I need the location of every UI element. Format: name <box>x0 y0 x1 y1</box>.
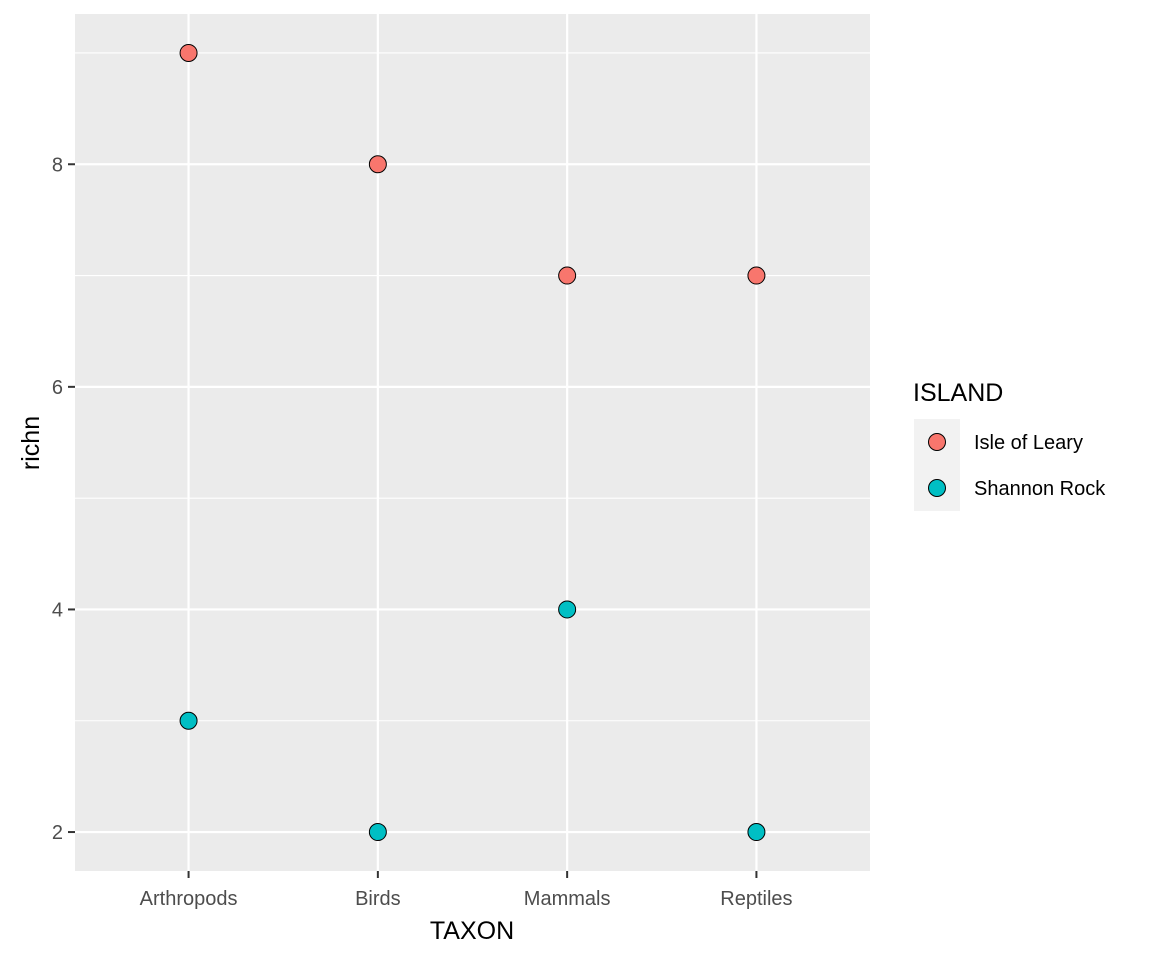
x-tick-label: Birds <box>355 888 401 910</box>
data-point <box>368 823 387 842</box>
data-point <box>179 43 198 62</box>
y-axis-title: richn <box>17 416 45 470</box>
x-tick-label: Reptiles <box>720 888 792 910</box>
plot-panel <box>75 14 870 871</box>
y-tick-label: 4 <box>52 599 63 621</box>
data-point <box>558 600 577 619</box>
y-tick-label: 8 <box>52 154 63 176</box>
x-tick-label: Mammals <box>524 888 611 910</box>
legend-label: Isle of Leary <box>974 432 1083 454</box>
data-point <box>747 266 766 285</box>
y-axis: 2 4 6 8 <box>52 154 75 844</box>
x-tick-label: Arthropods <box>140 888 238 910</box>
y-tick-label: 6 <box>52 377 63 399</box>
data-point <box>368 155 387 174</box>
y-tick-label: 2 <box>52 822 63 844</box>
legend-label: Shannon Rock <box>974 478 1106 500</box>
legend-title: ISLAND <box>913 379 1003 407</box>
data-point <box>179 711 198 730</box>
data-points <box>179 43 766 842</box>
legend: ISLAND Isle of Leary Shannon Rock <box>913 379 1106 511</box>
x-axis-title: TAXON <box>430 917 514 945</box>
legend-point <box>928 479 946 497</box>
data-point <box>747 823 766 842</box>
legend-point <box>928 433 946 451</box>
minor-gridlines <box>75 52 870 722</box>
x-axis: Arthropods Birds Mammals Reptiles <box>140 871 793 910</box>
data-point <box>558 266 577 285</box>
